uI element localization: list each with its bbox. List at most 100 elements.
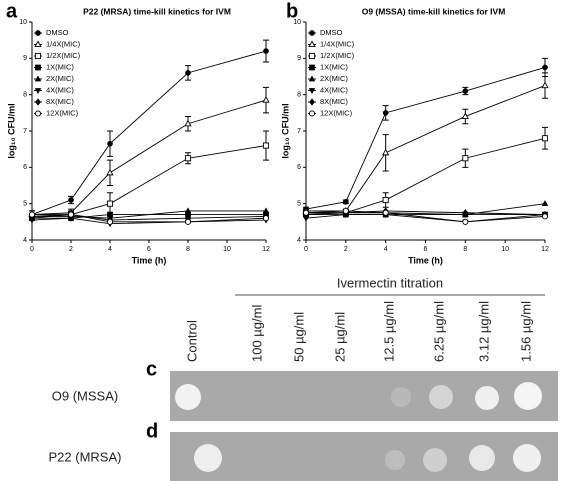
column-label: 1.56 µg/ml: [518, 301, 533, 362]
legend-marker: [35, 98, 41, 106]
marker: [461, 112, 469, 119]
legend-marker: [35, 64, 41, 71]
x-tick-label: 10: [501, 246, 509, 253]
marker: [106, 200, 114, 207]
legend-marker: [308, 88, 316, 95]
legend-label: 1X(MIC): [46, 62, 74, 71]
y-tick-label: 7: [297, 128, 301, 135]
marker: [342, 199, 349, 205]
column-label: 25 µg/ml: [332, 312, 347, 362]
legend-marker: [309, 64, 315, 71]
y-tick-label: 7: [23, 128, 27, 135]
column-label: 12.5 µg/ml: [381, 301, 396, 362]
legend-marker: [34, 52, 42, 60]
marker: [184, 207, 192, 214]
x-tick-label: 12: [262, 246, 270, 253]
legend-marker: [34, 110, 42, 117]
panel-letter: b: [286, 0, 298, 22]
legend-label: 2X(MIC): [320, 74, 348, 83]
marker: [462, 88, 469, 94]
chart-title: O9 (MSSA) time-kill kinetics for IVM: [362, 6, 506, 16]
legend-label: 1X(MIC): [320, 62, 348, 71]
plate-title: Ivermectin titration: [337, 275, 443, 290]
legend-label: 4X(MIC): [320, 85, 348, 94]
colony: [514, 382, 542, 410]
marker: [541, 213, 549, 220]
chart-title: P22 (MRSA) time-kill kinetics for IVM: [83, 6, 231, 16]
y-tick-label: 5: [23, 201, 27, 208]
panel-letter: a: [6, 0, 18, 22]
legend-marker: [309, 98, 315, 106]
legend-marker: [308, 40, 316, 48]
legend-marker: [34, 40, 42, 48]
marker: [263, 48, 269, 54]
legend-label: 1/4X(MIC): [320, 39, 355, 48]
plate-row-d: [170, 432, 558, 481]
y-tick-label: 10: [293, 19, 301, 26]
marker: [106, 218, 114, 225]
legend-marker: [34, 88, 42, 95]
y-tick-label: 6: [23, 164, 27, 171]
legend-label: 12X(MIC): [320, 108, 353, 117]
marker: [107, 140, 113, 147]
marker: [382, 109, 389, 116]
line-chart: b O9 (MSSA) time-kill kinetics for IVM 4 5 6…: [280, 0, 549, 265]
plate-row-c: [170, 371, 558, 421]
legend-label: DMSO: [46, 28, 69, 37]
legend-label: 4X(MIC): [46, 85, 74, 94]
marker: [184, 155, 192, 162]
marker: [541, 200, 549, 206]
panel-letter: c: [146, 358, 157, 380]
marker: [67, 211, 75, 218]
legend-label: 12X(MIC): [46, 108, 79, 117]
column-label: 6.25 µg/ml: [431, 301, 446, 362]
marker: [106, 168, 114, 176]
legend-marker: [308, 52, 316, 60]
column-label: Control: [184, 320, 199, 362]
marker: [262, 96, 270, 103]
legend-marker: [34, 75, 42, 82]
legend-marker: [309, 30, 315, 36]
colony: [469, 445, 495, 471]
y-tick-label: 10: [19, 19, 27, 26]
colony: [385, 450, 405, 470]
series-line: [31, 145, 267, 217]
x-tick-label: 2: [69, 246, 73, 253]
x-tick-label: 8: [186, 246, 190, 253]
y-tick-label: 4: [297, 237, 301, 244]
y-tick-label: 5: [297, 201, 301, 208]
x-axis-label: Time (h): [132, 255, 167, 265]
x-tick-label: 6: [424, 246, 428, 253]
series-line: [31, 214, 267, 221]
row-label: P22 (MRSA): [49, 449, 122, 464]
marker: [462, 218, 469, 225]
panel-letter: d: [146, 420, 158, 442]
x-tick-label: 6: [147, 246, 151, 253]
legend-marker: [308, 110, 316, 117]
x-tick-label: 4: [108, 246, 112, 253]
marker: [462, 208, 469, 217]
legend-label: 1/4X(MIC): [46, 39, 81, 48]
colony: [175, 384, 201, 410]
marker: [185, 70, 191, 76]
marker: [184, 218, 192, 225]
colony: [423, 448, 447, 472]
legend-label: 8X(MIC): [320, 97, 348, 106]
marker: [542, 64, 548, 71]
y-tick-label: 9: [23, 55, 27, 62]
x-tick-label: 10: [223, 246, 231, 253]
marker: [541, 135, 549, 142]
y-tick-label: 8: [23, 92, 27, 99]
marker: [382, 209, 389, 216]
plate-strip: [170, 432, 558, 481]
colony: [429, 385, 453, 409]
column-label: 50 µg/ml: [291, 312, 306, 362]
line-chart: a P22 (MRSA) time-kill kinetics for IVM 4 5…: [6, 0, 270, 265]
column-label: 100 µg/ml: [249, 305, 264, 362]
y-tick-label: 8: [297, 92, 301, 99]
plate-strip: [170, 371, 558, 421]
y-tick-label: 9: [297, 55, 301, 62]
legend-label: 1/2X(MIC): [46, 51, 81, 60]
legend-marker: [35, 30, 41, 36]
